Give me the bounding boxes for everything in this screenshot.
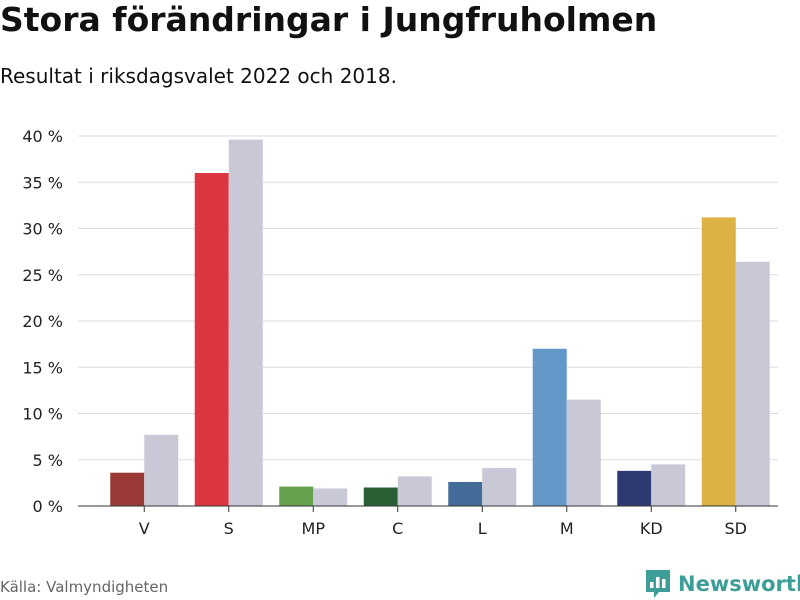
y-tick-label: 30 % [22,220,63,239]
bar-2018-mp [313,488,348,506]
bar-2022-m [532,348,567,506]
bar-2018-sd [735,261,770,506]
bar-2018-v [144,434,179,506]
y-tick-label: 35 % [22,173,63,192]
x-tick-label: L [478,519,487,538]
bar-2018-kd [651,464,686,506]
bar-chart: 0 % 5 % 10 % 15 % 20 % 25 % 30 % 35 % 40 % V S MP C L… [22,127,778,538]
bar-2022-kd [617,470,652,506]
y-tick-label: 5 % [33,451,63,470]
bar-2018-c [397,476,432,506]
y-tick-label: 10 % [22,405,63,424]
brand-logo: Newsworthy [644,568,800,600]
source-note: Källa: Valmyndigheten [0,578,169,596]
x-tick-label: MP [302,519,326,538]
chart-subtitle: Resultat i riksdagsvalet 2022 och 2018. [0,64,397,88]
bar-2022-sd [701,217,736,506]
x-tick-label: SD [725,519,747,538]
x-tick-label: C [392,519,403,538]
x-tick-label: M [560,519,574,538]
bar-2018-s [228,139,263,506]
y-tick-label: 25 % [22,266,63,285]
bar-2018-l [482,468,517,506]
y-tick-label: 40 % [22,127,63,146]
bar-2018-m [566,399,601,506]
x-tick-label: V [139,519,150,538]
x-tick-label: KD [640,519,663,538]
bar-2022-l [448,481,483,506]
bar-2022-s [194,173,229,506]
brand-name: Newsworthy [678,572,800,596]
bar-2022-c [363,487,398,506]
chart-title: Stora förändringar i Jungfruholmen [0,0,658,39]
bar-2022-mp [279,486,314,506]
y-tick-label: 0 % [33,497,63,516]
x-tick-label: S [224,519,234,538]
y-tick-label: 20 % [22,312,63,331]
bar-chart-logo-icon [646,570,670,598]
y-tick-label: 15 % [22,358,63,377]
bar-2022-v [110,472,145,506]
